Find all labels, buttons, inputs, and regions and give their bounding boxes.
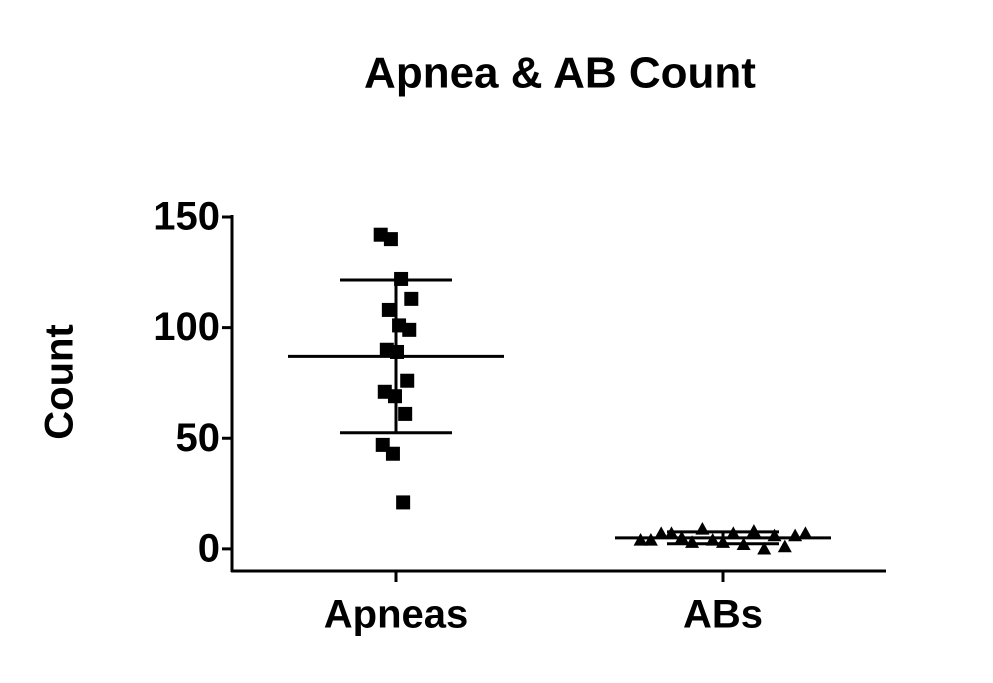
y-tick-label: 50: [176, 416, 221, 460]
data-point: [757, 541, 772, 555]
x-tick-label: Apneas: [324, 593, 469, 637]
y-tick-label: 100: [153, 305, 220, 349]
data-point: [643, 533, 658, 546]
data-point: [385, 446, 400, 461]
data-point: [798, 526, 813, 539]
data-point: [404, 291, 419, 306]
data-point: [396, 495, 411, 510]
y-axis-label: Count: [38, 324, 82, 440]
y-tick-label: 150: [153, 195, 220, 239]
data-point: [383, 232, 398, 247]
data-point: [400, 373, 415, 388]
data-point: [654, 526, 669, 539]
data-point: [633, 533, 648, 546]
data-point: [777, 539, 792, 553]
data-point: [398, 406, 413, 421]
chart-title: Apnea & AB Count: [364, 49, 756, 98]
data-point: [381, 302, 396, 317]
x-tick-label: ABs: [683, 593, 763, 637]
y-tick-label: 0: [198, 526, 220, 570]
data-point: [402, 322, 417, 337]
